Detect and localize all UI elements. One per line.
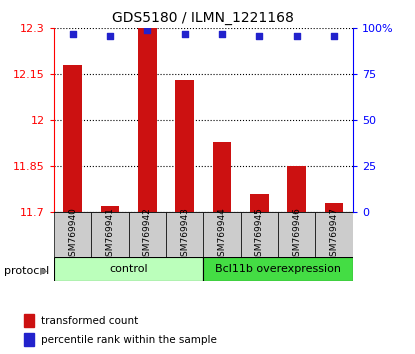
Title: GDS5180 / ILMN_1221168: GDS5180 / ILMN_1221168 [112, 11, 294, 24]
Bar [101, 206, 120, 212]
Bar [54, 212, 91, 257]
Bar [63, 65, 82, 212]
Bar [176, 80, 194, 212]
Text: GSM769941: GSM769941 [105, 207, 115, 262]
Point [181, 31, 188, 37]
Text: control: control [109, 264, 148, 274]
Text: GSM769947: GSM769947 [330, 207, 339, 262]
Text: protocol: protocol [4, 266, 49, 276]
Bar [241, 212, 278, 257]
Bar [250, 194, 269, 212]
Point [293, 33, 300, 39]
Bar [54, 257, 203, 281]
Bar [325, 203, 344, 212]
Text: Bcl11b overexpression: Bcl11b overexpression [215, 264, 341, 274]
Bar [166, 212, 203, 257]
Bar [287, 166, 306, 212]
Bar [129, 212, 166, 257]
Text: GSM769946: GSM769946 [292, 207, 301, 262]
Bar [138, 28, 157, 212]
Point [219, 31, 225, 37]
Point [144, 27, 151, 33]
Bar [213, 142, 232, 212]
Text: GSM769945: GSM769945 [255, 207, 264, 262]
Bar [24, 333, 34, 346]
Text: GSM769942: GSM769942 [143, 207, 152, 262]
Text: ▶: ▶ [40, 266, 48, 276]
Bar [203, 257, 353, 281]
Text: GSM769940: GSM769940 [68, 207, 77, 262]
Point [331, 33, 337, 39]
Bar [203, 212, 241, 257]
Bar [24, 314, 34, 327]
Point [256, 33, 263, 39]
Point [107, 33, 113, 39]
Text: GSM769943: GSM769943 [180, 207, 189, 262]
Bar [91, 212, 129, 257]
Point [69, 31, 76, 37]
Text: transformed count: transformed count [42, 316, 139, 326]
Bar [315, 212, 353, 257]
Text: GSM769944: GSM769944 [217, 207, 227, 262]
Bar [278, 212, 315, 257]
Text: percentile rank within the sample: percentile rank within the sample [42, 335, 217, 345]
